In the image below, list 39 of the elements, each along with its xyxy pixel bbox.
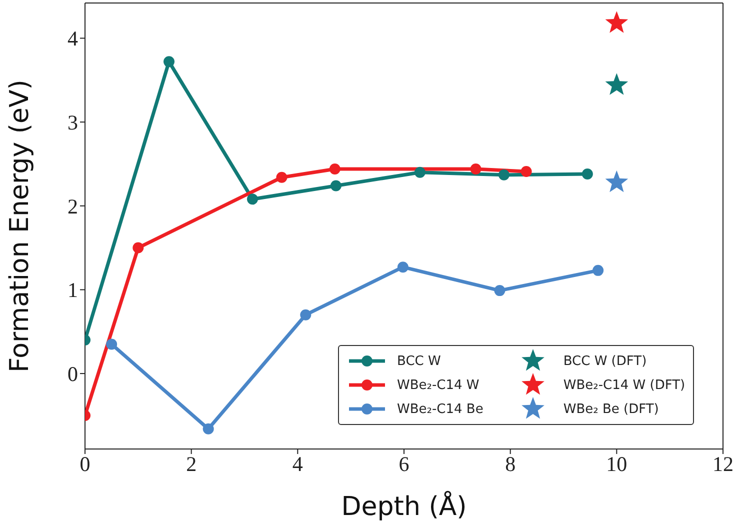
point <box>300 309 312 320</box>
y-tick-label: 2 <box>68 194 78 218</box>
legend-label: WBe₂-C14 W (DFT) <box>563 378 686 392</box>
y-tick-label: 4 <box>68 26 78 51</box>
point <box>276 172 288 183</box>
point <box>202 423 214 434</box>
x-tick-label: 6 <box>398 452 410 476</box>
legend-label: WBe₂-C14 Be <box>397 402 484 416</box>
x-axis-title: Depth (Å) <box>341 490 467 522</box>
legend-label: WBe₂ Be (DFT) <box>563 402 659 416</box>
point <box>246 194 258 205</box>
y-tick-label: 0 <box>68 362 78 386</box>
point <box>329 163 340 174</box>
point <box>498 169 510 180</box>
point <box>470 163 482 174</box>
y-tick-label: 1 <box>68 278 78 302</box>
point <box>106 338 118 350</box>
legend-label: BCC W <box>397 354 441 368</box>
point <box>414 166 426 178</box>
point <box>164 56 175 68</box>
point <box>592 264 604 276</box>
legend-label: WBe₂-C14 W <box>397 378 480 392</box>
point <box>605 73 628 95</box>
point <box>494 285 506 296</box>
legend-label: BCC W (DFT) <box>563 354 647 368</box>
point <box>330 180 342 192</box>
y-axis-title: Formation Energy (eV) <box>5 80 36 372</box>
x-tick-label: 8 <box>505 452 516 476</box>
y-tick-label: 3 <box>68 110 78 134</box>
point <box>605 170 628 192</box>
point <box>605 11 628 33</box>
point <box>582 168 593 180</box>
x-tick-label: 12 <box>712 452 734 476</box>
x-tick-label: 2 <box>186 452 197 476</box>
point <box>520 166 532 178</box>
x-tick-label: 10 <box>606 452 628 476</box>
x-tick-label: 4 <box>292 452 304 476</box>
point <box>397 262 408 273</box>
point <box>132 242 144 254</box>
